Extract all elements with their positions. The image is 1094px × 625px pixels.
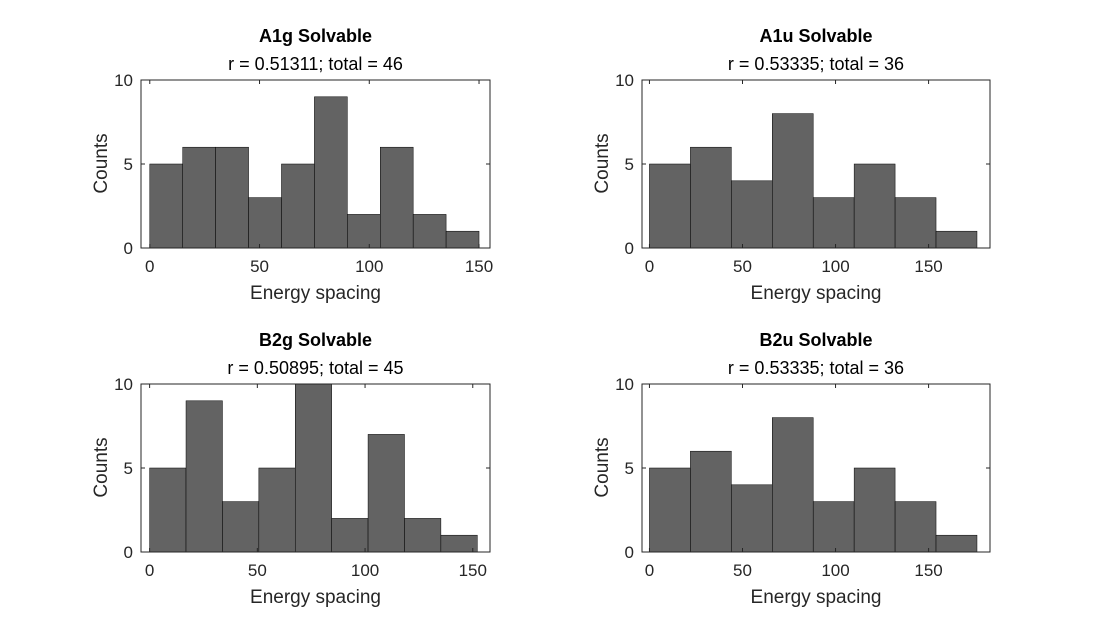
x-tick-label: 0 — [645, 257, 654, 276]
y-axis-label: Counts — [91, 133, 112, 193]
chart-subtitle: r = 0.51311; total = 46 — [228, 54, 403, 74]
chart-subtitle: r = 0.53335; total = 36 — [728, 54, 904, 74]
histogram-bar — [222, 501, 260, 553]
histogram-bar — [649, 163, 691, 249]
histogram-bar — [853, 467, 896, 553]
x-axis-label: Energy spacing — [250, 283, 381, 304]
y-tick-label: 0 — [625, 543, 634, 562]
histogram-bar — [404, 518, 442, 553]
bars-group — [149, 383, 478, 553]
bars-group — [649, 113, 978, 249]
y-axis-label: Counts — [592, 133, 613, 193]
histogram-bar — [367, 434, 405, 553]
x-tick-label: 100 — [355, 257, 383, 276]
ticks-group: 0 50 100 150 0 5 10 — [615, 71, 991, 276]
histogram-bar — [258, 467, 296, 553]
x-tick-label: 50 — [733, 561, 752, 580]
histogram-bar — [281, 163, 315, 249]
histogram-bar — [812, 501, 855, 553]
y-tick-label: 0 — [124, 239, 133, 258]
x-tick-label: 0 — [645, 561, 654, 580]
histogram-bar — [894, 197, 937, 249]
histogram-bar — [935, 230, 978, 249]
y-tick-label: 10 — [114, 375, 133, 394]
x-tick-label: 50 — [248, 561, 267, 580]
y-tick-label: 10 — [615, 375, 634, 394]
y-tick-label: 5 — [124, 155, 133, 174]
y-tick-label: 10 — [114, 71, 133, 90]
y-tick-label: 10 — [615, 71, 634, 90]
histogram-bar — [690, 450, 732, 553]
histogram-bar — [215, 146, 249, 249]
histogram-bar — [772, 113, 814, 249]
x-tick-label: 0 — [145, 561, 154, 580]
x-axis-label: Energy spacing — [751, 587, 882, 608]
x-tick-label: 100 — [821, 257, 849, 276]
ticks-group: 0 50 100 150 0 5 10 — [114, 375, 491, 580]
histogram-bar — [314, 96, 348, 249]
x-axis-label: Energy spacing — [250, 587, 381, 608]
histogram-bar — [248, 197, 282, 249]
x-tick-label: 50 — [250, 257, 269, 276]
y-axis-label: Counts — [91, 437, 112, 497]
chart-title: A1g Solvable — [259, 26, 372, 46]
x-axis-label: Energy spacing — [751, 283, 882, 304]
x-tick-label: 0 — [145, 257, 154, 276]
chart-title: B2u Solvable — [759, 330, 872, 350]
bars-group — [649, 417, 978, 553]
histogram-bar — [772, 417, 814, 553]
y-tick-label: 5 — [625, 155, 634, 174]
y-tick-label: 5 — [625, 459, 634, 478]
histogram-bar — [380, 146, 414, 249]
histogram-bar — [935, 534, 978, 553]
bars-group — [149, 96, 480, 249]
ticks-group: 0 50 100 150 0 5 10 — [615, 375, 991, 580]
histogram-bar — [149, 163, 183, 249]
histogram-bar — [649, 467, 691, 553]
x-tick-label: 100 — [351, 561, 379, 580]
histogram-bar — [731, 484, 773, 553]
histogram-bar — [731, 180, 773, 249]
panel-b2u: B2u Solvable r = 0.53335; total = 36 Ene… — [592, 330, 991, 608]
panel-a1g: A1g Solvable r = 0.51311; total = 46 Ene… — [91, 26, 493, 304]
histogram-bar — [445, 230, 480, 249]
histogram-bar — [182, 146, 216, 249]
ticks-group: 0 50 100 150 0 5 10 — [114, 71, 493, 276]
y-tick-label: 5 — [124, 459, 133, 478]
x-tick-label: 150 — [914, 257, 942, 276]
y-tick-label: 0 — [625, 239, 634, 258]
histogram-bar — [185, 400, 223, 553]
x-tick-label: 150 — [914, 561, 942, 580]
histogram-bar — [294, 383, 332, 553]
y-tick-label: 0 — [124, 543, 133, 562]
histogram-bar — [853, 163, 896, 249]
y-axis-label: Counts — [592, 437, 613, 497]
x-tick-label: 100 — [821, 561, 849, 580]
x-tick-label: 50 — [733, 257, 752, 276]
histogram-bar — [894, 501, 937, 553]
histogram-bar — [690, 146, 732, 249]
histogram-bar — [440, 534, 478, 553]
histogram-bar — [812, 197, 855, 249]
chart-subtitle: r = 0.53335; total = 36 — [728, 358, 904, 378]
histogram-bar — [331, 518, 369, 553]
panel-a1u: A1u Solvable r = 0.53335; total = 36 Ene… — [592, 26, 991, 304]
histogram-bar — [347, 214, 381, 249]
histogram-bar — [412, 214, 447, 249]
x-tick-label: 150 — [465, 257, 493, 276]
chart-title: B2g Solvable — [259, 330, 372, 350]
chart-title: A1u Solvable — [759, 26, 872, 46]
panel-b2g: B2g Solvable r = 0.50895; total = 45 Ene… — [91, 330, 491, 608]
x-tick-label: 150 — [459, 561, 487, 580]
histogram-bar — [149, 467, 187, 553]
chart-subtitle: r = 0.50895; total = 45 — [227, 358, 403, 378]
